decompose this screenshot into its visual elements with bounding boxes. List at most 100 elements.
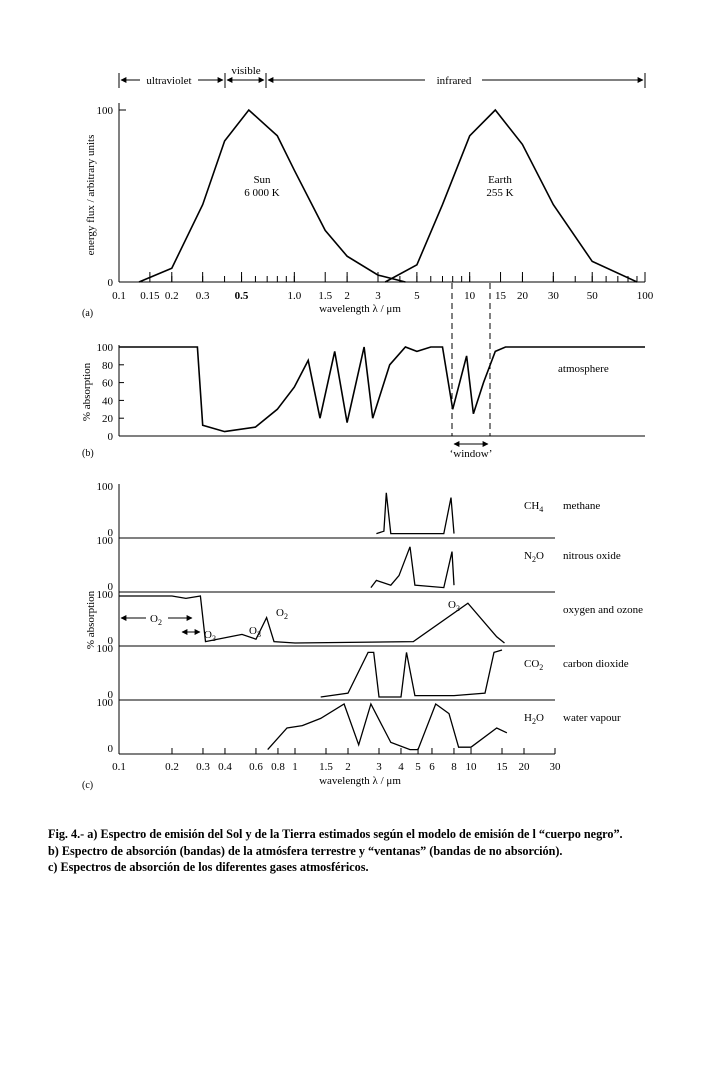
panel-b: 0 20 40 60 80 100 % absorption atmosphere ‘wi…	[81, 342, 645, 460]
panel-c-x-tick-label: 30	[550, 761, 562, 773]
panel-c-y-tick-label: 100	[97, 643, 114, 655]
panel-c-x-tick-label: 0.4	[218, 761, 232, 773]
o3-band-label-2: O3	[249, 625, 261, 639]
methane-label: methane	[563, 500, 600, 512]
panel-c-y-tick-label: 0	[108, 689, 114, 701]
panel-c-y-tick-label: 0	[108, 635, 114, 647]
panel-a-x-tick-label: 100	[637, 290, 654, 302]
panel-a-x-tick-label: 0.5	[235, 290, 249, 302]
panel-b-tag: (b)	[82, 448, 94, 459]
panel-a: 100 0 energy flux / arbitrary units 0.1 0…	[82, 103, 654, 319]
panel-a-x-tick-label: 5	[414, 290, 420, 302]
panel-b-y-ticks: 0 20 40 60 80 100	[97, 342, 124, 443]
panel-c-y-tick-label: 100	[97, 697, 114, 709]
earth-curve	[384, 108, 638, 283]
panel-c-x-tick-label: 0.2	[165, 761, 179, 773]
n2o-formula: N2O	[524, 550, 544, 564]
panel-c-x-tick-label: 2	[345, 761, 351, 773]
panel-b-y-tick-label: 0	[108, 431, 114, 443]
panel-c-x-tick-label: 1	[292, 761, 298, 773]
panel-a-x-tick-label: 1.0	[287, 290, 301, 302]
panel-c-y-tick-label: 100	[97, 589, 114, 601]
panel-c-tag: (c)	[82, 780, 93, 791]
panel-a-x-ticks	[118, 272, 646, 282]
panel-a-y-tick-100: 100	[97, 105, 114, 117]
methane-curve	[376, 492, 455, 535]
panel-c-y-tick-label: 0	[108, 527, 114, 539]
panel-a-x-tick-label: 3	[375, 290, 381, 302]
window-label: ‘window’	[450, 448, 493, 460]
water-vapour-label: water vapour	[563, 712, 621, 724]
atmosphere-label: atmosphere	[558, 363, 609, 375]
h2o-formula: H2O	[524, 712, 544, 726]
earth-temp-label: 255 K	[486, 187, 513, 199]
panel-c-x-tick-labels: 0.1 0.2 0.3 0.4 0.6 0.8 1 1.5 2 3 4 5 6 8 10 15 20 30	[112, 761, 561, 773]
spectrum-band-header: ultraviolet visible infrared	[118, 65, 646, 88]
nitrous-oxide-label: nitrous oxide	[563, 550, 621, 562]
o3-band-label-1: O3	[204, 629, 216, 643]
panel-a-x-tick-label: 50	[587, 290, 599, 302]
water-vapour-curve	[267, 702, 508, 751]
panel-a-tag: (a)	[82, 308, 93, 319]
nitrous-oxide-curve	[370, 546, 455, 589]
panel-a-y-tick-0: 0	[108, 277, 114, 289]
sun-curve	[138, 108, 406, 283]
panel-b-y-tick-label: 100	[97, 342, 114, 354]
o2-band-label: O2	[150, 613, 162, 627]
figure: ultraviolet visible infrared 100 0 energ…	[81, 65, 654, 791]
panel-c-y-tick-label: 0	[108, 743, 114, 755]
carbon-dioxide-label: carbon dioxide	[563, 658, 629, 670]
panel-b-y-tick-label: 80	[102, 360, 114, 372]
panel-c-x-label: wavelength λ / μm	[319, 775, 401, 787]
o3-band-label-3: O3	[448, 599, 460, 613]
band-infrared: infrared	[437, 75, 472, 87]
panel-c-x-tick-label: 0.1	[112, 761, 126, 773]
panel-a-x-tick-label: 15	[495, 290, 507, 302]
co2-formula: CO2	[524, 658, 543, 672]
sun-temp-label: 6 000 K	[244, 187, 280, 199]
earth-label: Earth	[488, 174, 512, 186]
carbon-dioxide-curve	[320, 649, 503, 698]
panel-c-x-tick-label: 15	[497, 761, 509, 773]
caption-line-3: c) Espectros de absorción de los diferen…	[48, 860, 369, 874]
panel-a-x-tick-label: 20	[517, 290, 529, 302]
panel-a-x-tick-label: 10	[464, 290, 476, 302]
panel-c-y-tick-label: 100	[97, 481, 114, 493]
panel-c-x-tick-label: 0.3	[196, 761, 210, 773]
panel-c-x-tick-label: 10	[466, 761, 478, 773]
panel-a-x-label: wavelength λ / μm	[319, 303, 401, 315]
panel-c-x-tick-label: 5	[415, 761, 421, 773]
band-visible: visible	[231, 65, 260, 77]
panel-a-x-tick-label: 1.5	[318, 290, 332, 302]
caption-line-1: Fig. 4.- a) Espectro de emisión del Sol …	[48, 827, 623, 841]
panel-c-x-tick-label: 0.8	[271, 761, 285, 773]
figure-caption: Fig. 4.- a) Espectro de emisión del Sol …	[48, 826, 708, 876]
panel-c-x-ticks	[118, 748, 556, 754]
o2-band-label-2: O2	[276, 607, 288, 621]
panel-a-y-label: energy flux / arbitrary units	[85, 135, 97, 256]
panel-c-y-label: % absorption	[85, 590, 97, 649]
panel-c-x-tick-label: 6	[429, 761, 435, 773]
band-ultraviolet: ultraviolet	[146, 75, 191, 87]
panel-a-x-tick-label: 30	[548, 290, 560, 302]
panel-a-x-tick-label: 0.3	[196, 290, 210, 302]
panel-c-x-tick-label: 4	[398, 761, 404, 773]
ch4-formula: CH4	[524, 500, 543, 514]
panel-c-x-tick-label: 1.5	[319, 761, 333, 773]
panel-a-x-tick-label: 2	[344, 290, 350, 302]
sun-label: Sun	[253, 174, 271, 186]
atmosphere-curve	[119, 346, 645, 433]
panel-a-x-tick-label: 0.15	[140, 290, 160, 302]
panel-c-x-tick-label: 0.6	[249, 761, 263, 773]
panel-a-x-tick-label: 0.1	[112, 290, 126, 302]
panel-c-y-tick-label: 100	[97, 535, 114, 547]
panel-c-y-tick-label: 0	[108, 581, 114, 593]
panel-b-y-tick-label: 60	[102, 378, 114, 390]
panel-c-x-tick-label: 8	[451, 761, 457, 773]
panel-b-y-label: % absorption	[81, 362, 93, 421]
panel-a-x-tick-labels: 0.1 0.15 0.2 0.3 0.5 1.0 1.5 2 3 5 10 15 20 30 50 100	[112, 290, 654, 302]
panel-b-y-tick-label: 20	[102, 413, 114, 425]
oxygen-ozone-label: oxygen and ozone	[563, 604, 643, 616]
